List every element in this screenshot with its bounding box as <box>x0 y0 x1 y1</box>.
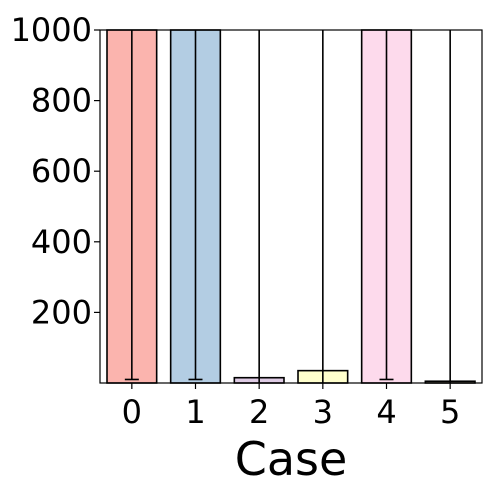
x-tick-label-1: 1 <box>185 393 205 431</box>
axes-frame <box>99 29 483 384</box>
error-bars-group <box>124 30 451 383</box>
x-axis: 0 1 2 3 4 5 <box>122 383 460 431</box>
x-tick-label-4: 4 <box>376 393 396 431</box>
x-tick-label-2: 2 <box>249 393 269 431</box>
y-tick-label-600: 600 <box>31 152 92 190</box>
x-tick-label-5: 5 <box>440 393 460 431</box>
x-axis-title: Case <box>235 432 348 486</box>
y-tick-label-800: 800 <box>31 82 92 120</box>
y-tick-label-1000: 1000 <box>11 11 92 49</box>
y-tick-label-200: 200 <box>31 293 92 331</box>
x-tick-label-0: 0 <box>122 393 142 431</box>
y-axis: 200 400 600 800 1000 <box>11 11 100 331</box>
y-tick-label-400: 400 <box>31 223 92 261</box>
x-tick-label-3: 3 <box>313 393 333 431</box>
bars-group <box>106 29 476 384</box>
